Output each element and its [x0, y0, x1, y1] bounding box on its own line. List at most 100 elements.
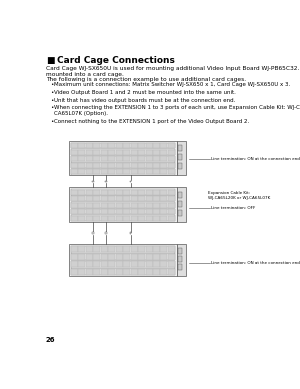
Bar [92, 232, 94, 234]
Bar [168, 254, 175, 260]
Bar [71, 169, 78, 174]
Bar [78, 189, 85, 194]
Bar [138, 261, 145, 267]
Bar [178, 264, 182, 270]
Bar [78, 143, 85, 148]
Bar [160, 196, 167, 201]
Bar [78, 247, 85, 252]
Text: Card Cage WJ-SX650U is used for mounting additional Video Input Board WJ-PB65C32: Card Cage WJ-SX650U is used for mounting… [46, 66, 300, 77]
Bar [168, 247, 175, 252]
Bar [123, 150, 130, 155]
Bar [71, 209, 78, 214]
Bar [93, 163, 100, 168]
Bar [78, 254, 85, 260]
Bar [71, 156, 175, 161]
Bar [116, 189, 123, 194]
Bar [71, 189, 78, 194]
Bar [123, 254, 130, 260]
Bar [116, 247, 123, 252]
Bar [130, 143, 138, 148]
Bar [116, 254, 123, 260]
Bar [130, 169, 138, 174]
Bar [86, 209, 93, 214]
Bar [71, 143, 78, 148]
Bar [160, 156, 167, 161]
Bar [168, 163, 175, 168]
Bar [86, 203, 93, 208]
Bar [116, 196, 123, 201]
Bar [93, 203, 100, 208]
Bar [93, 261, 100, 267]
Bar [178, 201, 182, 207]
Bar [108, 163, 115, 168]
Bar [71, 162, 175, 168]
Bar [153, 189, 160, 194]
Bar [71, 246, 175, 253]
Bar [146, 216, 152, 221]
Bar [138, 163, 145, 168]
Text: Card Cage Connections: Card Cage Connections [57, 56, 175, 65]
Text: •: • [50, 82, 54, 87]
Bar [138, 150, 145, 155]
Text: Unit that has video output boards must be at the connection end.: Unit that has video output boards must b… [55, 98, 236, 103]
Bar [146, 169, 152, 174]
Bar [138, 143, 145, 148]
Bar [123, 156, 130, 161]
Bar [101, 216, 108, 221]
Bar [71, 215, 175, 221]
Bar [108, 209, 115, 214]
Bar [108, 203, 115, 208]
Bar [146, 163, 152, 168]
Bar [71, 261, 175, 268]
Bar [123, 209, 130, 214]
Bar [71, 189, 175, 195]
Bar [93, 156, 100, 161]
Bar [146, 189, 152, 194]
Bar [71, 169, 175, 175]
Bar [138, 247, 145, 252]
Bar [93, 189, 100, 194]
Bar [86, 261, 93, 267]
Bar [71, 142, 175, 149]
Bar [108, 169, 115, 174]
Bar [130, 254, 138, 260]
Bar [153, 269, 160, 275]
Bar [138, 269, 145, 275]
Bar [105, 232, 107, 234]
Bar [178, 210, 182, 216]
Bar [101, 203, 108, 208]
Bar [160, 247, 167, 252]
Bar [123, 216, 130, 221]
Bar [138, 169, 145, 174]
Bar [86, 150, 93, 155]
Bar [177, 187, 186, 222]
Bar [116, 150, 123, 155]
Bar [160, 169, 167, 174]
Bar [101, 143, 108, 148]
Bar [93, 150, 100, 155]
Bar [123, 143, 130, 148]
Bar [153, 169, 160, 174]
Bar [71, 209, 175, 214]
Bar [71, 203, 78, 208]
Bar [138, 189, 145, 194]
Bar [116, 269, 123, 275]
Bar [146, 143, 152, 148]
Bar [168, 156, 175, 161]
Bar [101, 156, 108, 161]
Bar [101, 254, 108, 260]
Bar [101, 163, 108, 168]
Bar [93, 247, 100, 252]
Bar [108, 143, 115, 148]
Bar [130, 269, 138, 275]
Bar [153, 196, 160, 201]
Bar [108, 254, 115, 260]
Bar [146, 247, 152, 252]
Bar [178, 192, 182, 198]
Bar [160, 189, 167, 194]
Bar [138, 156, 145, 161]
Bar [138, 209, 145, 214]
Bar [71, 254, 78, 260]
Bar [78, 209, 85, 214]
Bar [71, 247, 78, 252]
